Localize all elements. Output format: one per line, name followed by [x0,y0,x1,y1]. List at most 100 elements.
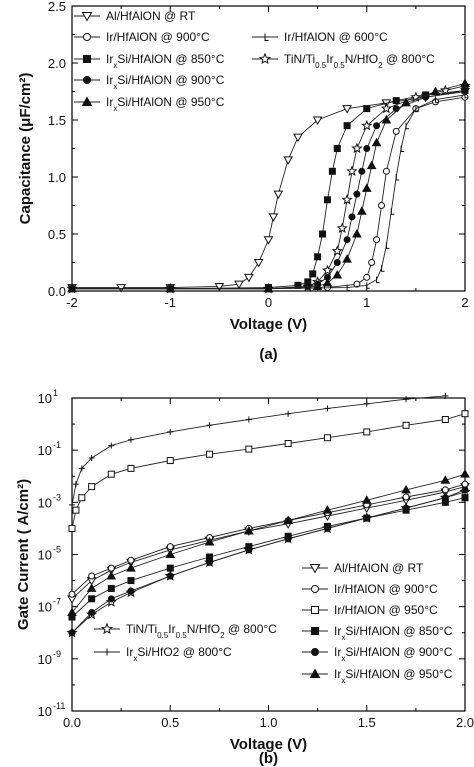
data-point [376,276,380,284]
data-point [441,415,449,423]
legend-label: Ir/HfAlON @ 900°C [334,582,438,596]
series-1 [68,93,469,293]
data-point [382,167,390,175]
data-point [78,494,86,502]
data-point [88,455,95,462]
data-point [460,78,470,88]
x-tick-label: -1 [164,295,176,310]
data-point [309,270,317,278]
data-point [234,280,244,290]
data-point [430,86,441,95]
data-point [461,410,469,418]
data-point [126,563,136,572]
data-point [245,546,253,554]
data-point [363,105,371,113]
y-tick-label: 1.0 [48,170,66,185]
data-point [371,137,382,147]
data-point [461,480,469,488]
data-point [366,160,377,170]
data-point [322,278,333,287]
data-point [127,436,134,443]
data-point [343,122,351,130]
legend-entry: IrxSi/HfAlON @ 950°C [302,667,453,685]
legend-label: IrxSi/HfAlON @ 850°C [334,624,453,642]
data-point [346,165,358,176]
x-tick-label: 1.5 [358,715,376,730]
data-point [400,145,405,152]
data-point [441,494,449,502]
data-point [68,590,76,598]
series-7 [67,469,470,616]
data-point [331,245,343,256]
data-point [324,405,331,412]
data-point [165,283,176,293]
x-tick-label: 0.0 [63,715,81,730]
x-tick-label: 0.5 [161,715,179,730]
y-tick-label-exponent: -9 [53,649,61,659]
data-point [363,514,371,522]
data-point [107,470,115,478]
y-tick-label: 1.5 [48,113,66,128]
legend-entry: TiN/Ti0.5Ir0.5N/HfO2 @ 800°C [94,622,277,640]
legend-marker [311,606,319,614]
y-tick-label-exponent: -7 [53,597,61,607]
legend-marker [103,648,111,656]
series-line [72,83,466,290]
legend-marker [100,622,114,635]
data-point [273,190,284,200]
y-axis-label: Gate Current ( A/cm²) [15,479,32,630]
data-point [294,281,302,289]
legend-entry: Ir/HfAlON @ 600°C [252,30,388,44]
legend-marker [81,12,93,22]
data-point [401,97,411,107]
data-point [461,86,469,94]
series-4 [66,79,471,294]
legend-entry: IrxSi/HfAlON @ 850°C [302,624,453,642]
legend-marker [83,76,91,84]
y-axis-label: Capacitance (μF/cm²) [17,73,34,225]
data-point [166,457,174,465]
data-point [312,116,323,126]
data-point [352,228,362,238]
data-point [88,595,96,603]
data-point [402,421,410,429]
data-point [312,281,323,290]
data-point [403,396,410,403]
legend-marker [311,627,319,635]
legend-entry: IrxSi/HfAlON @ 900°C [74,73,225,91]
data-point [116,284,126,293]
data-point [88,608,96,616]
data-point [206,422,213,429]
legend-label: IrxSi/HfAlON @ 900°C [334,645,453,663]
data-point [245,445,253,453]
chart-a: -2 -1 0 1 2 0.0 0.5 1.0 1.5 2.0 2.5 Voltage (V) Capa… [17,0,471,363]
y-tick-label-base: 10 [38,495,52,510]
data-point [342,254,352,263]
y-tick-label-base: 10 [38,548,52,563]
data-point [402,504,410,512]
data-point [323,196,331,204]
data-point [204,537,215,546]
data-point [86,583,97,592]
data-point [127,556,135,564]
data-point [283,515,294,525]
legend-marker [311,648,319,656]
legend-label: Ir/HfAlON @ 950°C [334,603,438,617]
legend-entry: Al/HfAlON @ RT [74,9,196,23]
data-point [363,428,371,436]
data-point [285,410,292,417]
y-tick-label: 2.0 [48,56,66,71]
legend-label: IrxSi/HfO2 @ 800°C [126,645,232,663]
series-2 [68,410,469,532]
data-point [333,145,341,152]
data-point [361,495,372,504]
data-point [401,484,411,494]
legend-label: IrxSi/HfAlON @ 850°C [106,52,225,70]
data-point [166,572,174,580]
data-point [322,505,333,514]
legend-label: TiN/Ti0.5Ir0.5N/HfO2 @ 800°C [126,622,277,640]
legend-entry: TiN/Ti0.5Ir0.5N/HfO2 @ 800°C [252,52,435,70]
y-tick-label-base: 10 [38,704,52,719]
data-point [351,142,363,154]
data-point [206,558,214,566]
